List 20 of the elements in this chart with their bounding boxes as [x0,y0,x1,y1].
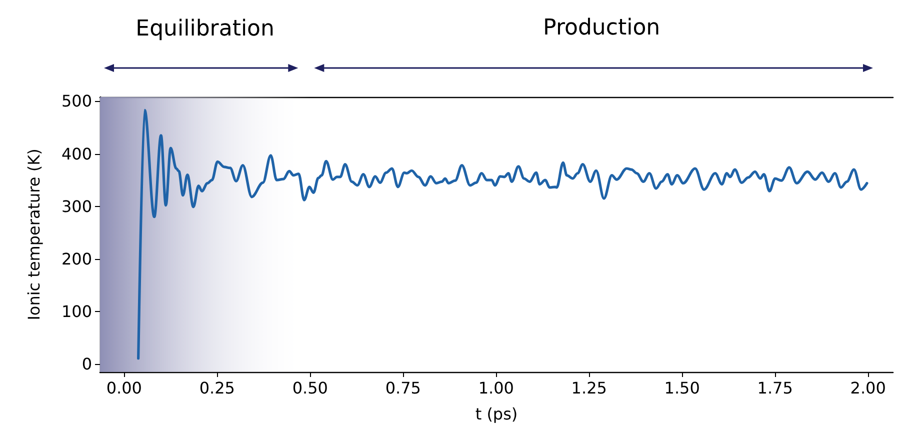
y-tick-label: 200 [61,249,92,268]
x-tick-label: 0.00 [106,378,142,398]
y-tick-label: 300 [61,196,92,216]
text: Production [543,16,660,40]
band-label: Equilibration [136,16,274,42]
y-tick-label: 100 [61,302,92,322]
x-tick-label: 0.25 [199,378,235,398]
y-tick-label: 500 [61,92,92,111]
y-axis-title: Ionic temperature (K) [24,148,44,320]
x-axis-title: t (ps) [475,404,518,424]
x-tick-label: 0.50 [292,378,328,398]
x-tick-label: 1.75 [757,378,793,398]
x-tick-label: 0.75 [385,378,421,398]
x-tick-label: 1.25 [571,378,607,398]
x-tick-label: 1.50 [664,378,700,398]
y-tick-label: 400 [61,144,92,164]
y-tick-label: 0 [82,354,92,374]
x-tick-label: 2.00 [850,378,886,398]
x-tick-label: 1.00 [478,378,514,398]
line-series [137,108,868,360]
